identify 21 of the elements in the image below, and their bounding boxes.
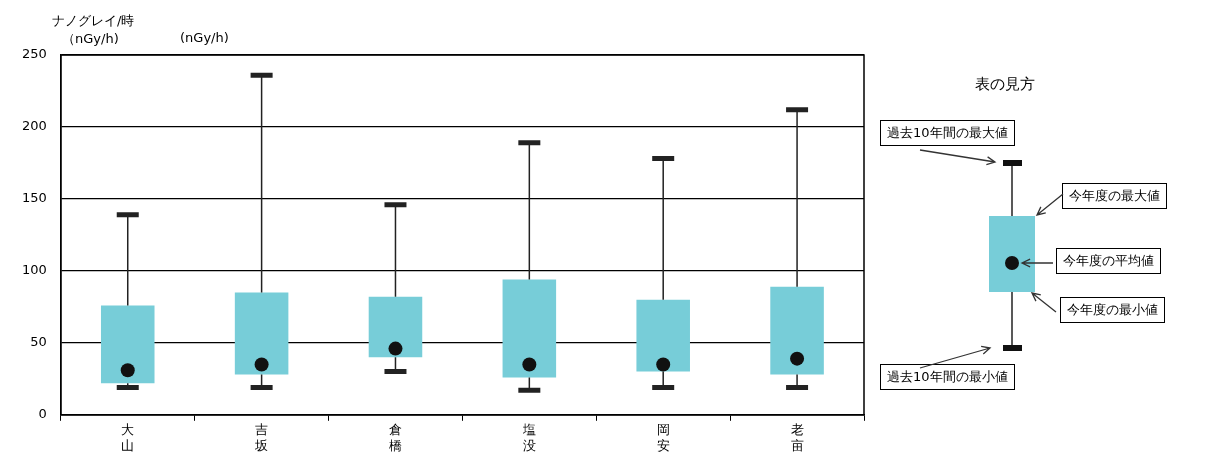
y-tick-label: 200 xyxy=(21,118,47,134)
y-tick-label: 250 xyxy=(21,46,47,62)
x-tick-label: 塩没 xyxy=(521,421,536,453)
x-tick-label: 吉坂 xyxy=(254,421,269,453)
text: （nGy/h) xyxy=(62,31,119,46)
text: 過去10年間の最小値 xyxy=(887,369,1008,384)
text: 今年度の最小値 xyxy=(1067,302,1158,317)
text: (nGy/h) xyxy=(180,30,229,45)
x-tick-label: 大山 xyxy=(121,421,135,453)
y-tick-label: 0 xyxy=(38,406,47,422)
text: 過去10年間の最大値 xyxy=(887,125,1008,140)
text: 今年度の平均値 xyxy=(1063,253,1154,268)
y-tick-label: 100 xyxy=(21,262,47,278)
y-tick-label: 50 xyxy=(30,334,47,350)
x-tick-label: 倉橋 xyxy=(388,421,402,453)
x-tick-label: 岡安 xyxy=(656,421,670,453)
text: 表の見方 xyxy=(975,75,1035,93)
y-axis-title: ナノグレイ/時 xyxy=(52,13,135,28)
y-tick-label: 150 xyxy=(21,190,47,206)
text: 今年度の最大値 xyxy=(1069,188,1160,203)
x-tick-label: 老亩 xyxy=(790,421,804,453)
